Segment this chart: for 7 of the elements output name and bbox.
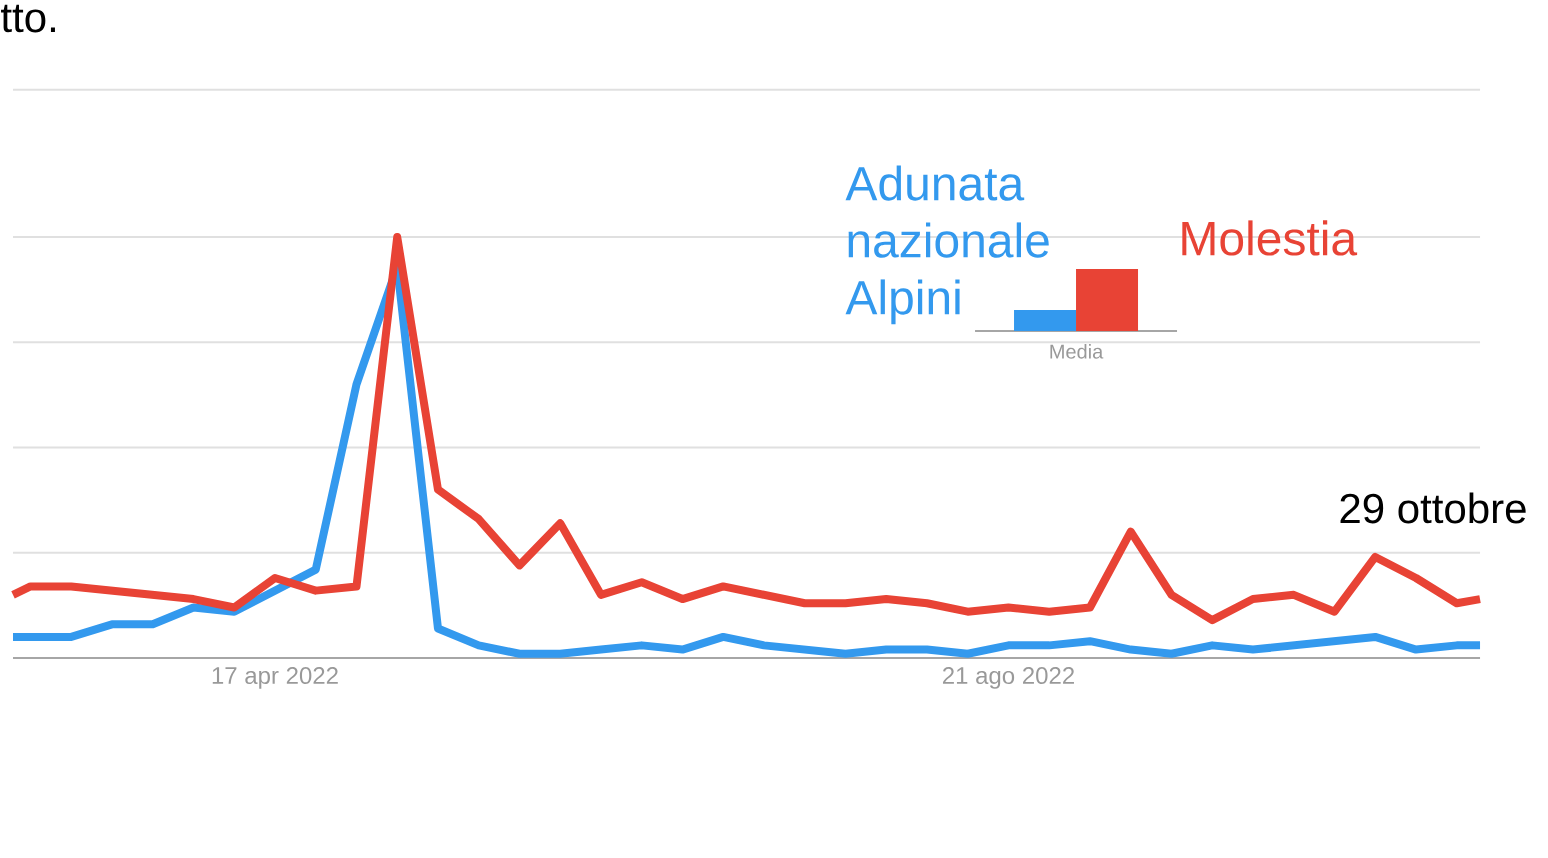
x-tick-label: 17 apr 2022 — [212, 667, 338, 689]
annotation: 29 ottobre — [1340, 492, 1526, 524]
x-tick-label: 21 ago 2022 — [942, 667, 1074, 689]
text: Molestia — [1182, 220, 1358, 256]
text: Adunata nazionale Alpini — [845, 165, 1049, 325]
x-tick-label: Media — [1050, 344, 1104, 359]
text: tto. — [1, 4, 55, 33]
